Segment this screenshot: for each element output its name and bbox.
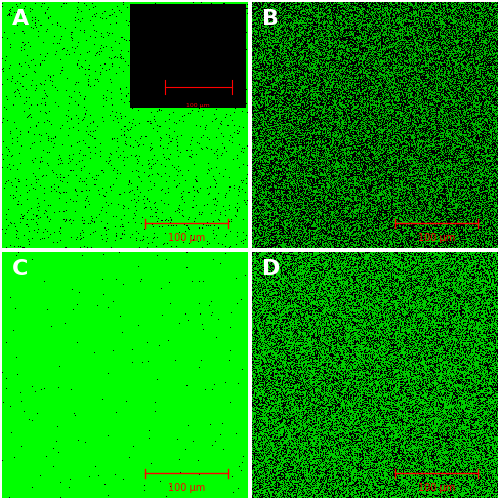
Text: 100 μm: 100 μm	[168, 233, 205, 243]
Text: 100 μm: 100 μm	[418, 233, 455, 243]
Text: C: C	[12, 260, 28, 280]
Text: A: A	[12, 10, 29, 29]
Text: D: D	[262, 260, 280, 280]
Text: 100 μm: 100 μm	[168, 483, 205, 493]
Text: B: B	[262, 10, 279, 29]
Text: 100 μm: 100 μm	[418, 483, 455, 493]
